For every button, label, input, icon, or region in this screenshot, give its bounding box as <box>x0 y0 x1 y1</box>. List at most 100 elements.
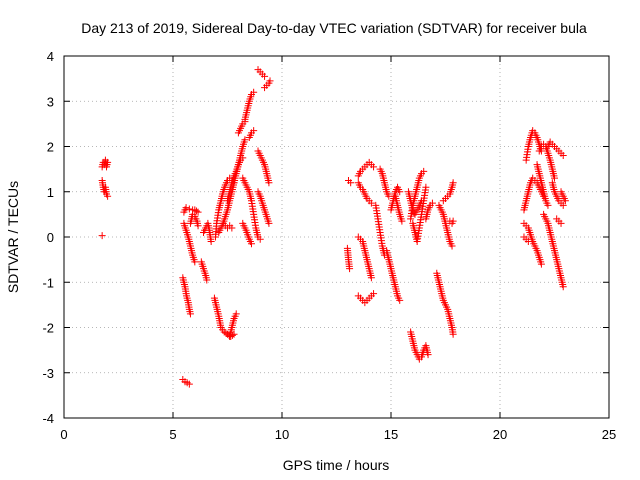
data-track <box>179 274 194 318</box>
data-track <box>522 127 545 164</box>
data-point <box>191 258 199 266</box>
data-track <box>391 192 406 225</box>
data-track <box>344 176 355 187</box>
data-point <box>232 310 240 318</box>
data-point <box>428 199 436 207</box>
data-point <box>449 217 457 225</box>
data-point <box>250 88 258 96</box>
x-tick-label: 25 <box>602 427 616 442</box>
y-tick-label: 0 <box>47 230 54 245</box>
data-point <box>396 188 404 196</box>
grid-layer <box>64 56 609 418</box>
data-track <box>439 179 457 205</box>
data-point <box>422 183 430 191</box>
data-track <box>520 233 532 246</box>
data-point <box>559 283 567 291</box>
data-point <box>449 330 457 338</box>
data-track <box>354 179 375 207</box>
axis-ticks: 0 5 10 15 20 25 -4 -3 -2 -1 0 1 2 3 4 <box>42 49 616 442</box>
data-track <box>535 140 558 182</box>
data-track <box>261 77 274 92</box>
data-point <box>561 197 569 205</box>
data-point <box>207 238 215 246</box>
data-track <box>422 199 436 223</box>
x-tick-label: 10 <box>275 427 289 442</box>
data-point <box>346 265 354 273</box>
data-track <box>98 156 112 171</box>
data-point <box>185 205 193 213</box>
data-track <box>98 176 112 200</box>
data-track <box>354 158 378 180</box>
data-point <box>265 179 273 187</box>
x-tick-label: 20 <box>493 427 507 442</box>
data-track <box>557 188 569 205</box>
data-point <box>256 235 264 243</box>
data-point <box>367 199 375 207</box>
chart-title: Day 213 of 2019, Sidereal Day-to-day VTE… <box>81 20 587 36</box>
data-track <box>376 165 393 200</box>
data-track <box>239 174 264 243</box>
data-point <box>559 201 567 209</box>
y-axis-label: SDTVAR / TECUs <box>5 181 21 293</box>
data-point <box>551 174 558 182</box>
data-point-fill <box>192 207 200 215</box>
y-tick-label: -3 <box>42 366 54 381</box>
data-track <box>533 161 552 209</box>
data-point <box>424 351 432 359</box>
data-track <box>180 219 199 266</box>
data-point <box>104 192 112 200</box>
y-tick-label: -4 <box>42 411 54 426</box>
data-track <box>197 258 211 284</box>
data-point <box>448 242 456 250</box>
y-tick-label: -1 <box>42 275 54 290</box>
data-point <box>396 296 404 304</box>
data-track <box>245 127 258 141</box>
data-point <box>420 167 428 175</box>
data-point <box>370 163 378 171</box>
data-track <box>219 219 236 232</box>
data-track <box>520 219 545 268</box>
data-track <box>179 376 193 388</box>
data-track <box>226 310 240 341</box>
data-track <box>343 244 354 273</box>
y-tick-label: -2 <box>42 321 54 336</box>
data-point <box>186 310 194 318</box>
data-track <box>254 66 269 80</box>
x-axis-label: GPS time / hours <box>283 457 390 473</box>
data-track <box>234 118 249 137</box>
data-track <box>433 269 457 338</box>
data-point <box>370 290 378 298</box>
data-track <box>354 290 378 307</box>
data-track <box>435 201 456 250</box>
data-point <box>537 260 545 268</box>
data-point <box>98 232 106 240</box>
data-track <box>383 247 404 304</box>
data-point <box>228 224 236 232</box>
data-track <box>212 174 238 241</box>
data-point <box>250 127 258 135</box>
data-point <box>194 208 202 216</box>
data-track <box>200 219 215 246</box>
y-tick-label: 2 <box>47 140 54 155</box>
data-point <box>398 217 406 225</box>
data-track <box>254 147 273 187</box>
data-point <box>185 380 193 388</box>
data-point <box>182 204 190 212</box>
data-point <box>241 136 249 144</box>
data-track <box>180 204 202 216</box>
data-point <box>104 158 112 166</box>
data-track <box>409 183 430 246</box>
data-point <box>347 179 355 187</box>
data-track <box>186 210 202 230</box>
data-track <box>548 179 567 209</box>
data-track <box>224 154 247 205</box>
data-point <box>367 274 375 282</box>
y-tick-label: 3 <box>47 94 54 109</box>
data-point <box>194 222 202 230</box>
data-point <box>559 152 567 160</box>
data-track <box>98 232 106 240</box>
y-tick-label: 1 <box>47 185 54 200</box>
data-track <box>544 138 567 160</box>
data-point <box>265 219 273 227</box>
